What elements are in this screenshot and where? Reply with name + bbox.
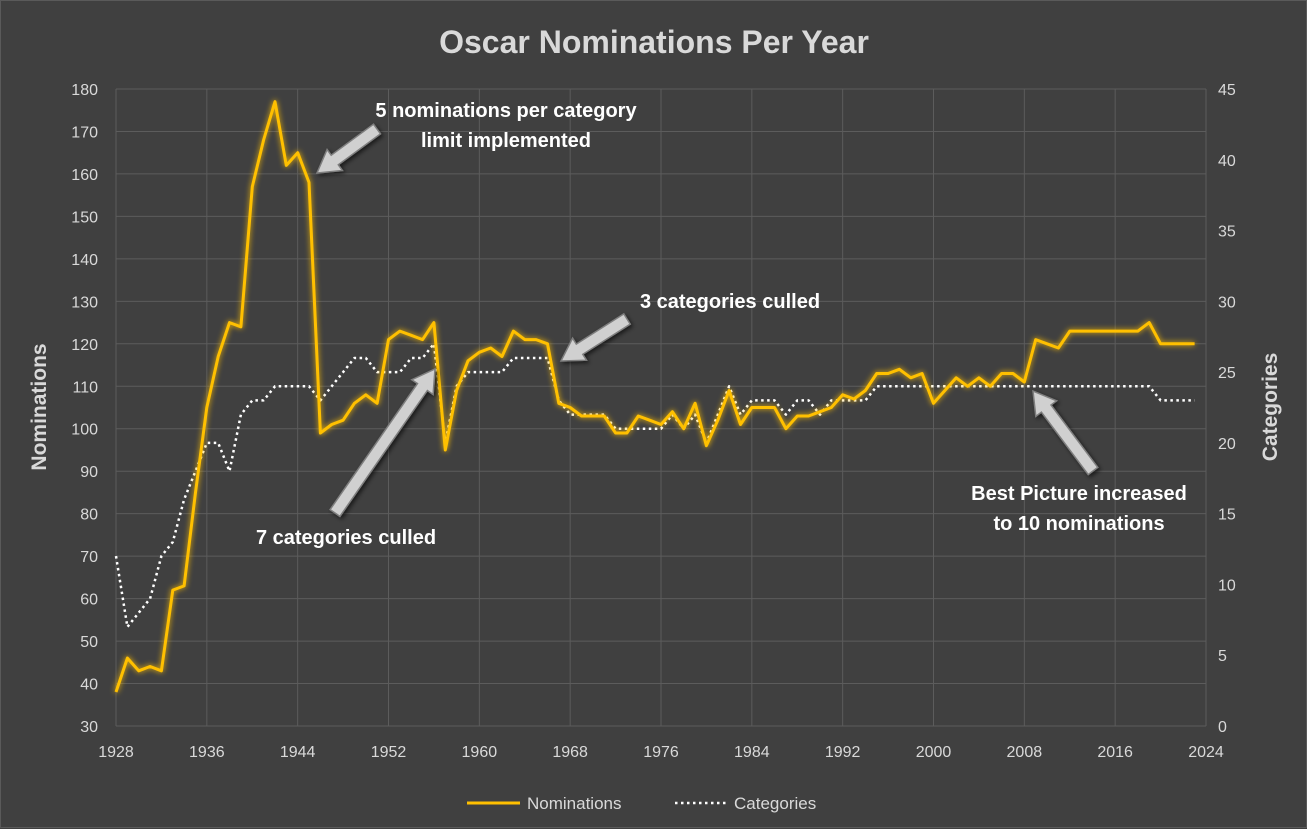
y-tick-label: 40 xyxy=(80,677,98,694)
series-line-nominations xyxy=(114,100,1195,693)
legend-nominations-label: Nominations xyxy=(527,794,622,813)
y-tick-label: 100 xyxy=(71,422,98,439)
y-tick-label: 160 xyxy=(71,167,98,184)
y-tick-label: 60 xyxy=(80,592,98,609)
x-tick-label: 2008 xyxy=(1007,744,1043,761)
y-tick-label: 150 xyxy=(71,209,98,226)
y-tick-label: 120 xyxy=(71,337,98,354)
annotation-text: 3 categories culled xyxy=(640,291,820,313)
y2-tick-label: 15 xyxy=(1218,507,1236,524)
chart-title: Oscar Nominations Per Year xyxy=(439,24,869,60)
y2-tick-label: 45 xyxy=(1218,82,1236,99)
y2-axis-title: Categories xyxy=(1259,353,1282,462)
y-axis-title: Nominations xyxy=(28,343,51,470)
annotation-text: 5 nominations per category xyxy=(375,100,637,122)
legend: Nominations Categories xyxy=(467,794,816,813)
y-tick-label: 70 xyxy=(80,549,98,566)
y2-tick-label: 10 xyxy=(1218,577,1236,594)
series-line-categories xyxy=(114,342,1195,629)
y2-tick-label: 40 xyxy=(1218,153,1236,170)
y-tick-label: 170 xyxy=(71,124,98,141)
y2-tick-label: 25 xyxy=(1218,365,1236,382)
x-tick-label: 2000 xyxy=(916,744,952,761)
arrow-7-categories xyxy=(329,367,436,518)
y-tick-label: 110 xyxy=(72,379,98,396)
arrow-3-categories xyxy=(559,312,632,362)
x-tick-label: 2016 xyxy=(1097,744,1133,761)
x-tick-label: 1936 xyxy=(189,744,225,761)
arrow-5-nominations xyxy=(315,123,382,174)
y2-tick-label: 5 xyxy=(1218,648,1227,665)
y-tick-label: 90 xyxy=(80,464,98,481)
y2-tick-label: 20 xyxy=(1218,436,1236,453)
legend-categories-label: Categories xyxy=(734,794,816,813)
annotation-text: 7 categories culled xyxy=(256,527,436,549)
x-tick-label: 1984 xyxy=(734,744,770,761)
x-tick-label: 2024 xyxy=(1188,744,1224,761)
y2-tick-label: 35 xyxy=(1218,224,1236,241)
y-tick-label: 140 xyxy=(71,252,98,269)
x-tick-label: 1952 xyxy=(371,744,407,761)
x-tick-label: 1944 xyxy=(280,744,316,761)
annotation-text: to 10 nominations xyxy=(993,513,1164,535)
x-tick-label: 1960 xyxy=(462,744,498,761)
y2-tick-label: 0 xyxy=(1218,719,1227,736)
x-tick-label: 1992 xyxy=(825,744,861,761)
y-tick-label: 130 xyxy=(71,294,98,311)
arrow-best-picture xyxy=(1032,389,1099,476)
x-tick-label: 1968 xyxy=(552,744,588,761)
y-tick-label: 50 xyxy=(80,634,98,651)
x-tick-label: 1928 xyxy=(98,744,134,761)
y2-tick-label: 30 xyxy=(1218,294,1236,311)
y-tick-label: 180 xyxy=(71,82,98,99)
x-tick-label: 1976 xyxy=(643,744,679,761)
y-tick-label: 30 xyxy=(80,719,98,736)
y-tick-label: 80 xyxy=(80,507,98,524)
annotation-text: limit implemented xyxy=(421,130,591,152)
annotation-text: Best Picture increased xyxy=(971,483,1187,505)
